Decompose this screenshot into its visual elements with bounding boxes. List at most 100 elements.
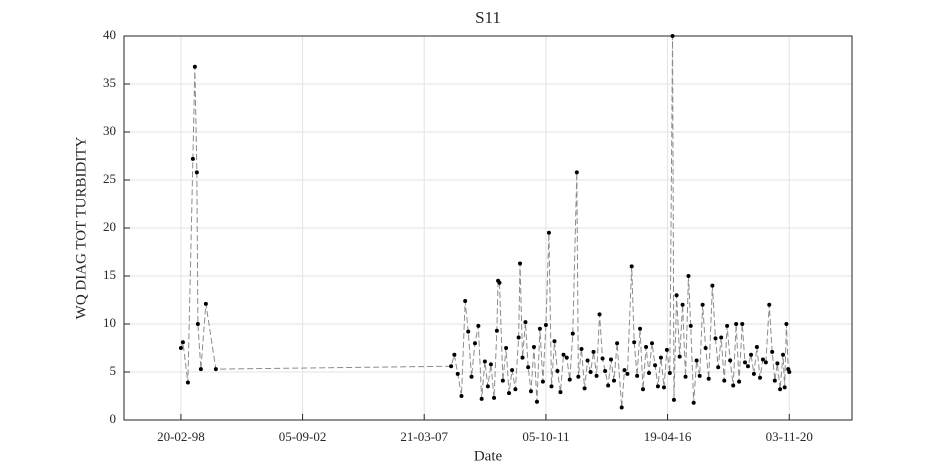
data-point: [775, 361, 780, 366]
data-point: [725, 323, 730, 328]
data-point: [526, 365, 531, 370]
data-point: [194, 170, 199, 175]
data-point: [664, 347, 669, 352]
data-point: [740, 322, 745, 326]
data-point: [760, 357, 765, 362]
data-point: [615, 341, 620, 346]
data-point: [767, 302, 772, 307]
y-tick-label: 40: [103, 27, 116, 42]
data-point: [482, 359, 487, 364]
data-point: [683, 374, 688, 379]
data-point: [742, 360, 747, 365]
data-point: [576, 374, 581, 379]
data-point: [494, 328, 499, 333]
data-point: [198, 367, 203, 372]
data-point: [567, 377, 572, 382]
axes-box: [123, 35, 853, 421]
data-point: [570, 331, 575, 336]
data-point: [178, 346, 183, 350]
data-point: [582, 386, 587, 391]
data-point: [612, 378, 617, 383]
data-point: [770, 349, 775, 354]
data-point: [528, 389, 533, 394]
data-point: [731, 383, 736, 388]
data-point: [463, 298, 468, 303]
data-point: [549, 384, 554, 389]
data-point: [784, 322, 789, 326]
data-point: [564, 355, 569, 360]
x-tick-label: 19-04-16: [644, 429, 692, 444]
data-point: [588, 370, 593, 374]
data-point: [455, 371, 460, 376]
data-point: [778, 387, 783, 392]
data-point: [667, 370, 672, 375]
data-point: [594, 373, 599, 378]
data-point: [782, 385, 787, 390]
data-point: [552, 339, 557, 344]
x-tick-label: 03-11-20: [766, 429, 813, 444]
y-tick-label: 5: [110, 363, 117, 378]
data-point: [492, 395, 497, 400]
data-point: [640, 387, 645, 392]
data-point: [585, 358, 590, 363]
data-point: [203, 301, 208, 306]
data-point: [488, 362, 493, 367]
data-point: [703, 346, 708, 350]
data-point: [192, 64, 197, 69]
data-point: [469, 374, 474, 379]
y-tick-label: 0: [110, 411, 117, 426]
data-point: [697, 373, 702, 378]
data-point: [635, 373, 640, 378]
data-point: [694, 358, 699, 363]
data-point: [516, 335, 521, 340]
x-tick-label: 05-09-02: [279, 429, 327, 444]
data-point: [472, 341, 477, 346]
data-point: [619, 405, 624, 410]
data-point: [722, 378, 727, 383]
data-point: [671, 397, 676, 402]
data-point: [622, 368, 627, 373]
data-point: [700, 302, 705, 307]
data-point: [781, 352, 786, 357]
data-point: [751, 371, 756, 376]
data-point: [452, 352, 457, 357]
data-point: [688, 323, 693, 328]
data-point: [597, 312, 602, 317]
data-point: [555, 369, 560, 374]
data-point: [772, 378, 777, 383]
data-point: [758, 375, 763, 380]
data-point: [606, 383, 611, 388]
data-point: [737, 379, 742, 384]
data-point: [629, 264, 634, 269]
data-point: [497, 280, 502, 285]
data-point: [504, 346, 509, 350]
data-point: [625, 371, 630, 376]
data-point: [661, 385, 666, 390]
data-point: [510, 368, 515, 373]
data-point: [754, 345, 759, 350]
data-point: [534, 399, 539, 404]
data-point: [543, 322, 548, 327]
data-point: [195, 322, 200, 326]
data-point: [719, 335, 724, 340]
chart-title: S11: [475, 8, 501, 27]
data-point: [787, 370, 792, 374]
data-point: [608, 357, 613, 362]
data-point: [655, 384, 660, 389]
data-point: [686, 274, 691, 278]
data-point: [459, 394, 464, 398]
data-point: [713, 336, 718, 341]
data-point: [518, 261, 523, 266]
data-point: [600, 356, 605, 361]
data-point: [180, 340, 185, 345]
data-point: [632, 340, 637, 345]
y-tick-label: 25: [103, 171, 116, 186]
data-point: [466, 329, 471, 334]
y-tick-label: 15: [103, 267, 116, 282]
data-point: [646, 370, 651, 375]
data-point: [520, 355, 525, 360]
x-axis-label: Date: [474, 448, 503, 464]
data-point: [185, 380, 190, 385]
data-point: [650, 341, 655, 346]
